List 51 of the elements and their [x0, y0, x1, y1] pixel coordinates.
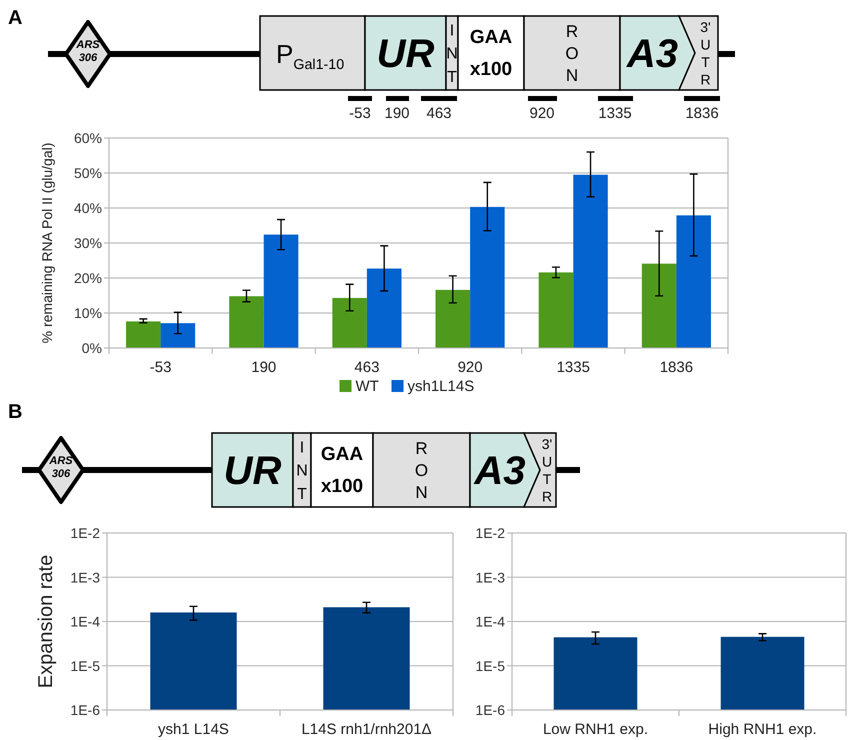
category-label: 1836 — [685, 105, 719, 122]
origin-diamond: ARS 306 — [37, 436, 85, 504]
x-tick-label: L14S rnh1/rnh201Δ — [301, 721, 432, 738]
intron-box: INT — [445, 15, 459, 91]
y-tick-label: 50% — [74, 165, 102, 181]
text: B — [8, 401, 22, 423]
repeat-box: GAA x100 — [310, 432, 374, 508]
y-tick-label: 1E-3 — [70, 569, 100, 586]
x-tick-label: Low RNH1 exp. — [542, 721, 648, 738]
y-tick-label: 1E-6 — [475, 702, 506, 718]
notched-box: 3' UTR — [678, 15, 719, 91]
category-label: 1335 — [598, 105, 632, 122]
gene-box: RON — [372, 432, 471, 508]
y-tick-label: 1E-5 — [70, 658, 100, 674]
y-tick-label: 1E-4 — [70, 614, 100, 630]
x-tick-label: 190 — [251, 359, 276, 376]
category-label: 190 — [384, 105, 410, 122]
text: A — [8, 7, 22, 29]
repeat-box: GAA x100 — [457, 15, 525, 91]
x-tick-label: 463 — [354, 359, 380, 376]
legend-label: ysh1L14S — [408, 378, 474, 395]
gene-box: UR — [211, 432, 294, 508]
y-tick-label: 1E-5 — [475, 658, 506, 674]
y-tick-label: 1E-2 — [475, 525, 506, 541]
y-tick-label: 40% — [74, 200, 102, 216]
category-label: -53 — [349, 105, 371, 122]
y-tick-label: 1E-2 — [70, 525, 100, 541]
y-tick-label: 60% — [74, 130, 102, 146]
y-tick-label: 1E-3 — [475, 569, 506, 586]
intron-box: INT — [292, 432, 312, 508]
y-tick-label: 1E-4 — [475, 614, 506, 630]
y-axis-title: Expansion rate — [35, 554, 57, 688]
category-label: 463 — [426, 105, 452, 122]
y-tick-label: 30% — [74, 235, 102, 251]
legend-label: WT — [356, 378, 379, 395]
x-tick-label: 1335 — [556, 359, 590, 376]
origin-diamond: ARS 306 — [64, 20, 112, 88]
x-tick-label: 1836 — [660, 359, 694, 376]
x-tick-label: 920 — [458, 359, 483, 376]
y-tick-label: 10% — [74, 305, 102, 321]
y-axis-title: % remaining RNA Pol II (glu/gal) — [39, 142, 55, 344]
promoter-box: P$_{Gal1-10}$ — [259, 15, 366, 91]
gene-box: UR — [364, 15, 447, 91]
category-label: 920 — [529, 105, 555, 122]
y-tick-label: 0% — [82, 340, 102, 356]
x-tick-label: -53 — [150, 359, 172, 376]
x-tick-label: ysh1 L14S — [158, 721, 229, 738]
x-tick-label: High RNH1 exp. — [708, 721, 817, 738]
y-tick-label: 1E-6 — [70, 702, 100, 718]
gene-box: RON — [523, 15, 621, 91]
y-tick-label: 20% — [74, 270, 102, 286]
